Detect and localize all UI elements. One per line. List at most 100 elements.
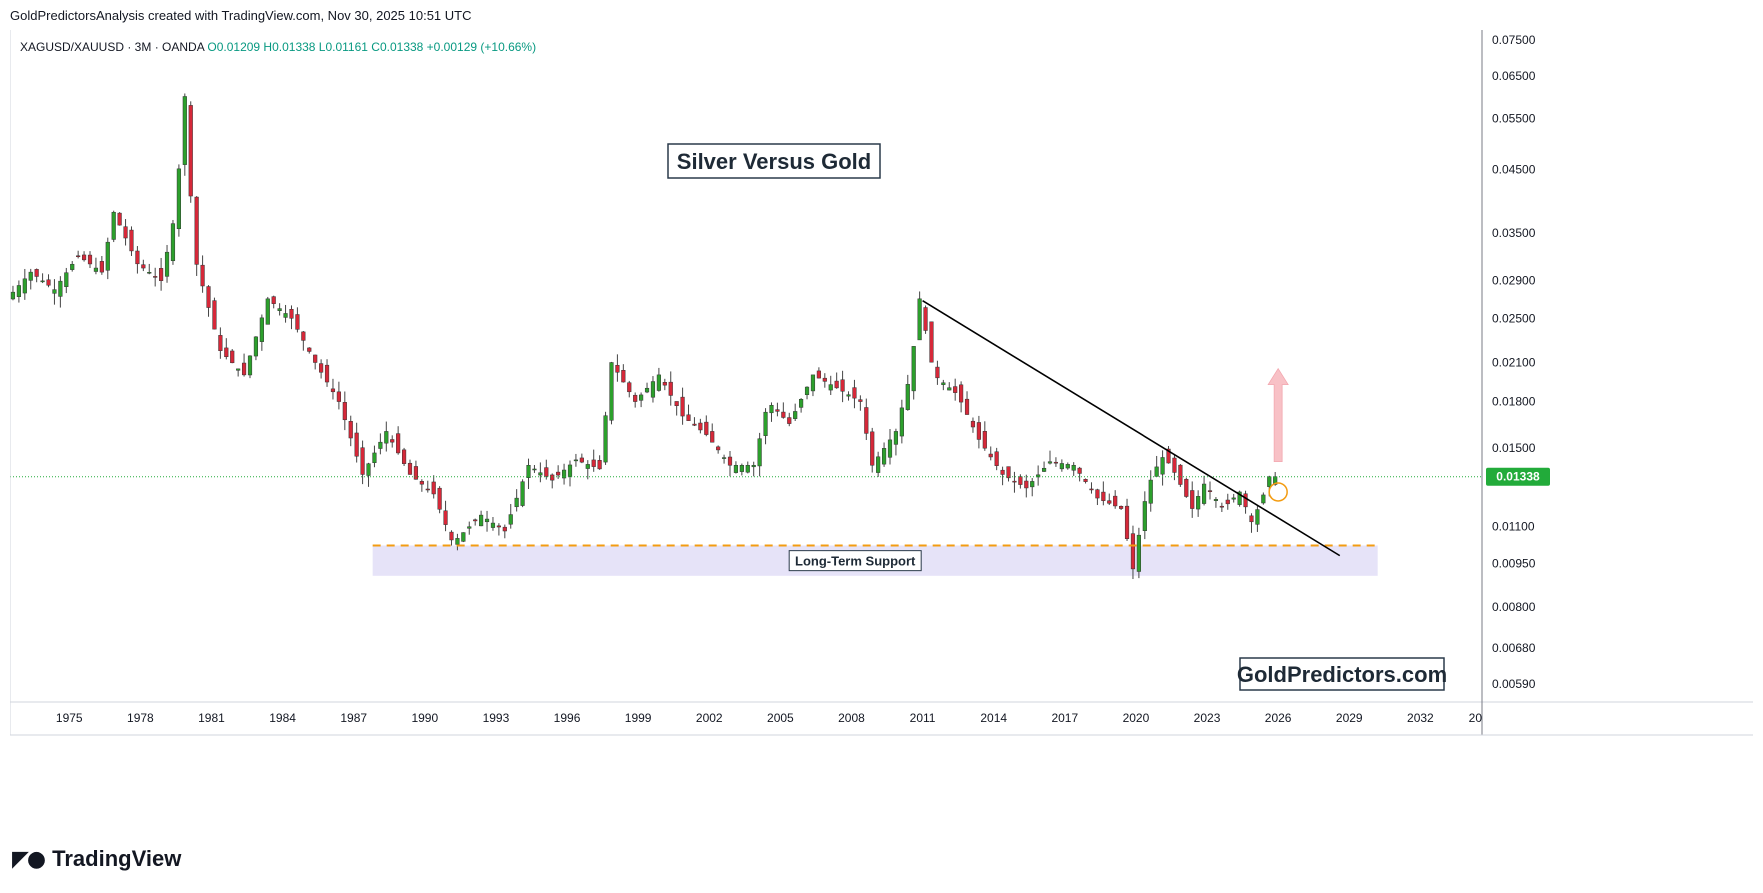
chart-attribution: GoldPredictorsAnalysis created with Trad… — [10, 8, 472, 23]
candle-body — [822, 377, 827, 382]
candle-body — [289, 308, 294, 319]
x-tick-label: 2023 — [1194, 711, 1221, 725]
candle-body — [1113, 495, 1118, 507]
candle-body — [1237, 491, 1242, 505]
candle-body — [396, 433, 401, 454]
x-tick-label: 1981 — [198, 711, 225, 725]
candle-body — [1071, 464, 1076, 471]
candle-body — [514, 497, 519, 508]
candle-body — [644, 387, 650, 393]
tradingview-logo[interactable]: ◤● TradingView — [12, 846, 181, 872]
candle-body — [917, 298, 922, 341]
support-label: Long-Term Support — [795, 554, 916, 569]
candle-body — [959, 384, 964, 403]
candle-body — [461, 532, 466, 542]
last-price-tag — [1486, 467, 1550, 486]
candle-body — [810, 374, 816, 392]
candle-body — [76, 255, 81, 258]
x-tick-label: 20 — [1469, 711, 1483, 725]
candle-body — [70, 263, 75, 270]
candle-body — [176, 168, 181, 229]
candle-body — [905, 384, 910, 410]
watermark-box — [1239, 657, 1445, 691]
candle-body — [733, 464, 739, 473]
candle-body — [976, 422, 981, 440]
candle-body — [763, 411, 768, 436]
candle-body — [1030, 481, 1035, 488]
upside-arrow — [1267, 367, 1289, 463]
y-tick-label: 0.02900 — [1492, 274, 1536, 288]
candle-body — [1160, 457, 1165, 475]
x-tick-label: 2017 — [1051, 711, 1078, 725]
candle-body — [401, 449, 407, 464]
chart-title: Silver Versus Gold — [677, 149, 871, 174]
candle-body — [550, 474, 555, 481]
candle-body — [633, 394, 638, 402]
candle-body — [739, 464, 744, 472]
candle-body — [775, 409, 780, 412]
candle-body — [301, 331, 306, 341]
chart-svg[interactable]: 0.07500 0.06500 0.05500 0.04500 0.03500 0.029… — [10, 30, 1753, 825]
candle-body — [787, 417, 792, 424]
tradingview-wordmark: TradingView — [52, 846, 182, 871]
candle-body — [330, 388, 336, 393]
candle-body — [502, 526, 507, 532]
candle-body — [526, 464, 531, 478]
candle-body — [1273, 476, 1278, 485]
candle-body — [342, 402, 347, 421]
candle-body — [947, 387, 952, 391]
candle-body — [99, 261, 104, 273]
candle-body — [87, 254, 93, 265]
downtrend-line — [922, 300, 1341, 557]
y-tick-label: 0.00800 — [1492, 600, 1536, 614]
candle-body — [970, 420, 976, 428]
x-tick-label: 1978 — [127, 711, 154, 725]
y-tick-label: 0.04500 — [1492, 162, 1536, 176]
candle-body — [692, 423, 697, 426]
candle-body — [1089, 488, 1094, 491]
candle-body — [236, 368, 241, 371]
candle-body — [1124, 505, 1130, 539]
support-label-box — [788, 550, 922, 572]
candle-body — [372, 452, 377, 463]
candle-body — [129, 229, 134, 252]
candle-body — [899, 407, 904, 437]
candle-body — [698, 422, 703, 431]
candle-body — [93, 267, 99, 272]
candle-body — [259, 317, 264, 342]
candle-body — [1012, 480, 1017, 483]
candle-body — [467, 526, 472, 529]
chart-area[interactable]: 0.07500 0.06500 0.05500 0.04500 0.03500 0.029… — [10, 30, 1753, 825]
candle-body — [1018, 476, 1023, 485]
candle-body — [1267, 476, 1272, 487]
candle-body — [556, 471, 561, 476]
candle-body — [1142, 501, 1147, 531]
candle-body — [277, 308, 282, 311]
candle-body — [224, 347, 229, 358]
candle-body — [473, 519, 478, 522]
candle-body — [484, 518, 490, 523]
candle-body — [390, 439, 395, 443]
candle-body — [941, 382, 946, 385]
candle-body — [1255, 509, 1260, 525]
candle-body — [1213, 499, 1219, 501]
candle-body — [324, 364, 330, 383]
candle-body — [28, 271, 33, 281]
candle-body — [253, 336, 259, 357]
candle-body — [508, 514, 513, 525]
x-tick-label: 2008 — [838, 711, 865, 725]
candle-body — [828, 384, 833, 391]
x-tick-label: 2032 — [1407, 711, 1434, 725]
candle-body — [431, 481, 436, 495]
candle-body — [1047, 461, 1053, 464]
candle-body — [1166, 448, 1171, 464]
candle-body — [295, 314, 300, 330]
candle-body — [230, 350, 235, 364]
candle-body — [313, 354, 318, 363]
candle-body — [1053, 461, 1059, 464]
candle-body — [218, 335, 223, 351]
candle-body — [307, 347, 312, 352]
candle-body — [532, 468, 537, 471]
candle-body — [40, 280, 45, 283]
candle-body — [1024, 480, 1029, 489]
